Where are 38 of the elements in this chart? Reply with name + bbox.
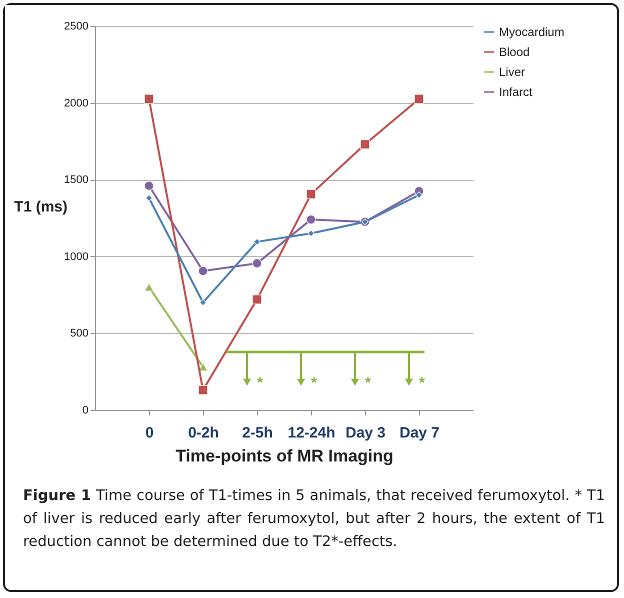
- point: [416, 192, 422, 198]
- x-tick-label: 0: [145, 424, 154, 442]
- point: [146, 194, 152, 202]
- x-axis-title: Time-points of MR Imaging: [176, 446, 394, 466]
- x-tick-label: 0-2h: [188, 424, 219, 442]
- point: [200, 299, 206, 306]
- x-tick-label: 12-24h: [288, 424, 336, 442]
- point: [144, 180, 154, 191]
- legend-label: Blood: [499, 45, 530, 59]
- point: [252, 258, 262, 268]
- annotation: *: [257, 374, 263, 392]
- y-tick-label: 1000: [64, 250, 88, 263]
- point: [414, 94, 424, 104]
- legend-label: Liver: [499, 65, 526, 79]
- caption: Figure 1 Time course of T1-times in 5 animals, that received ferumoxytol. * T1 of liver is reduced early after ferumoxytol, but after 2 hours, the extent of T1 reduction cannot be determined due to T2*-effects.: [23, 487, 605, 552]
- y-tick-label: 2000: [64, 97, 88, 110]
- legend-label: Infarct: [499, 85, 534, 99]
- point: [360, 140, 370, 150]
- annotation: *: [419, 374, 425, 392]
- point: [254, 238, 260, 246]
- annotation: *: [311, 374, 317, 392]
- y-axis-title: T1 (ms): [14, 198, 68, 216]
- point: [252, 294, 262, 304]
- point: [308, 230, 314, 237]
- point: [198, 266, 208, 276]
- y-tick-label: 500: [70, 328, 88, 340]
- x-tick-label: 2-5h: [242, 424, 273, 442]
- annotation: *: [365, 374, 371, 392]
- point: [198, 385, 208, 395]
- x-tick-label: Day 7: [399, 424, 440, 442]
- point: [306, 214, 316, 224]
- point: [144, 94, 154, 104]
- y-tick-label: 0: [82, 404, 88, 416]
- point: [306, 189, 316, 199]
- y-tick-label: 1500: [64, 174, 88, 186]
- legend-label: Myocardium: [499, 25, 564, 39]
- x-tick-label: Day 3: [345, 424, 386, 442]
- y-tick-label: 2500: [64, 20, 88, 32]
